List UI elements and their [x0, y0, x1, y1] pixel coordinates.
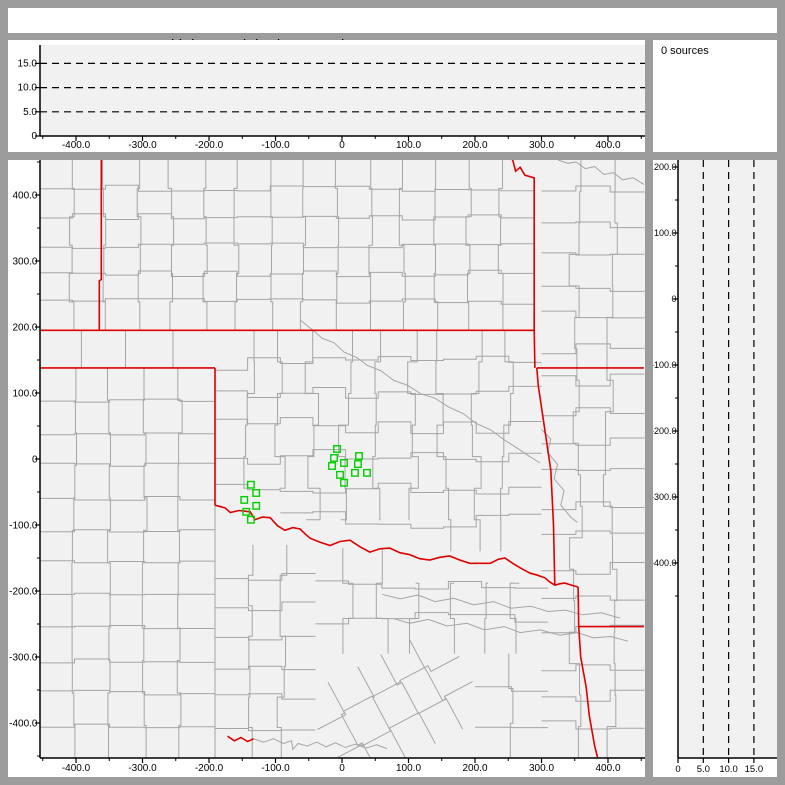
station-marker — [252, 489, 261, 497]
svg-text:-400.0: -400.0 — [9, 719, 38, 730]
station-markers — [240, 445, 371, 524]
svg-text:10.0: 10.0 — [719, 764, 738, 775]
state-borders — [40, 160, 644, 758]
station-marker — [355, 452, 363, 460]
svg-text:10.0: 10.0 — [18, 83, 38, 94]
svg-text:0: 0 — [675, 764, 680, 775]
svg-text:100.0: 100.0 — [396, 140, 421, 151]
altitude-ew-axes: 0 5.0 10.0 15.0 -400.0 -300.0 -200.0 -100.0 0 100… — [18, 45, 645, 151]
title-bar: Oklahoma Lightning Mapping Array 2300-00… — [8, 8, 777, 54]
altitude-ns-plot[interactable]: 400.0300.0200.0100.00-100.0-200.0-300.0-… — [653, 160, 777, 777]
svg-text:-100.0: -100.0 — [653, 360, 677, 370]
svg-text:400.0: 400.0 — [595, 763, 620, 774]
station-marker — [252, 501, 261, 510]
svg-text:300.0: 300.0 — [529, 763, 554, 774]
svg-text:0: 0 — [339, 763, 345, 774]
plan-view-plot[interactable]: 400.0 300.0 200.0 100.0 0 -100.0 -200.0 -300.0 -… — [8, 160, 645, 777]
station-marker — [363, 468, 371, 477]
rivers — [253, 160, 645, 751]
sources-count-panel: 0 sources — [653, 40, 777, 152]
altitude-grid-dashes — [40, 62, 645, 113]
svg-text:-300.0: -300.0 — [653, 492, 677, 502]
svg-text:-300.0: -300.0 — [9, 653, 38, 664]
station-marker — [242, 507, 251, 516]
svg-text:-300.0: -300.0 — [128, 140, 157, 151]
svg-text:0: 0 — [32, 455, 38, 466]
svg-text:15.0: 15.0 — [18, 58, 38, 69]
station-marker — [330, 454, 338, 462]
station-marker — [246, 515, 255, 524]
svg-text:200.0: 200.0 — [654, 162, 677, 172]
sources-count-label: 0 sources — [661, 45, 709, 57]
altitude-grid-dashes-ns — [702, 160, 755, 758]
station-marker — [336, 470, 344, 479]
svg-text:-300.0: -300.0 — [128, 763, 157, 774]
svg-text:400.0: 400.0 — [12, 191, 37, 202]
svg-text:5.0: 5.0 — [697, 764, 710, 775]
svg-text:200.0: 200.0 — [462, 140, 487, 151]
station-marker — [351, 468, 359, 477]
svg-text:-200.0: -200.0 — [9, 587, 38, 598]
station-marker — [328, 462, 336, 470]
altitude-ns-panel: 400.0300.0200.0100.00-100.0-200.0-300.0-… — [653, 160, 777, 777]
county-lines — [40, 160, 645, 758]
svg-text:-200.0: -200.0 — [195, 140, 224, 151]
svg-text:-100.0: -100.0 — [261, 763, 290, 774]
svg-text:-400.0: -400.0 — [62, 140, 91, 151]
svg-text:300.0: 300.0 — [12, 257, 37, 268]
svg-text:200.0: 200.0 — [12, 323, 37, 334]
plan-view-panel: 400.0 300.0 200.0 100.0 0 -100.0 -200.0 -300.0 -… — [8, 160, 645, 777]
station-marker — [333, 445, 341, 453]
svg-text:200.0: 200.0 — [462, 763, 487, 774]
station-marker — [340, 459, 348, 467]
svg-text:0: 0 — [339, 140, 345, 151]
station-marker — [246, 480, 255, 489]
plan-view-axes: 400.0 300.0 200.0 100.0 0 -100.0 -200.0 -300.0 -… — [9, 160, 645, 774]
svg-text:400.0: 400.0 — [595, 140, 620, 151]
svg-text:300.0: 300.0 — [529, 140, 554, 151]
svg-text:0: 0 — [31, 131, 37, 142]
station-marker — [240, 495, 249, 504]
svg-text:-200.0: -200.0 — [653, 426, 677, 436]
svg-text:-100.0: -100.0 — [261, 140, 290, 151]
svg-text:-400.0: -400.0 — [62, 763, 91, 774]
station-marker — [340, 478, 348, 487]
altitude-ew-plot[interactable]: 0 5.0 10.0 15.0 -400.0 -300.0 -200.0 -100.0 0 100… — [8, 40, 645, 152]
svg-text:-400.0: -400.0 — [653, 558, 677, 568]
svg-text:-100.0: -100.0 — [9, 521, 38, 532]
altitude-ns-axes: 400.0300.0200.0100.00-100.0-200.0-300.0-… — [653, 160, 777, 775]
station-marker — [354, 460, 362, 468]
svg-text:-200.0: -200.0 — [195, 763, 224, 774]
svg-text:100.0: 100.0 — [396, 763, 421, 774]
svg-text:100.0: 100.0 — [654, 228, 677, 238]
svg-text:0: 0 — [671, 294, 676, 304]
svg-text:5.0: 5.0 — [23, 107, 37, 118]
altitude-ew-panel: 0 5.0 10.0 15.0 -400.0 -300.0 -200.0 -100.0 0 100… — [8, 40, 645, 152]
svg-text:100.0: 100.0 — [12, 389, 37, 400]
svg-text:15.0: 15.0 — [745, 764, 764, 775]
